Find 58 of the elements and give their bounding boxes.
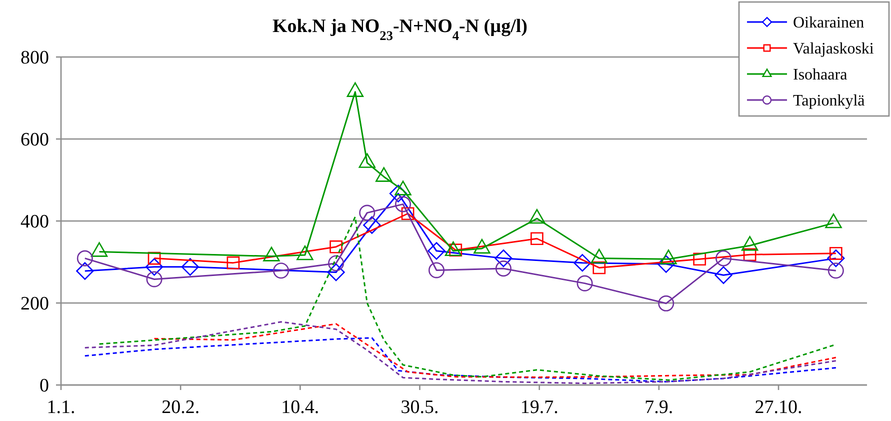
- point: [181, 258, 199, 276]
- y-tick-label: 800: [20, 48, 49, 69]
- point: [825, 214, 842, 228]
- point: [494, 249, 512, 268]
- legend-label: Isohaara: [793, 66, 848, 84]
- x-tick-label: 19.7.: [520, 397, 558, 418]
- point: [328, 255, 344, 272]
- point: [592, 261, 606, 274]
- line-series: [154, 323, 837, 378]
- point: [363, 216, 381, 234]
- point: [394, 180, 412, 196]
- point: [401, 207, 414, 220]
- point: [358, 153, 376, 168]
- legend-label: Tapionkylä: [793, 92, 865, 110]
- x-tick-label: 10.4.: [281, 397, 320, 418]
- point: [657, 255, 675, 273]
- point: [226, 256, 240, 270]
- point: [428, 262, 444, 278]
- legend-label: Valajaskoski: [793, 40, 874, 58]
- point: [330, 240, 342, 254]
- x-tick-label: 7.9.: [644, 397, 674, 418]
- x-tick-label: 1.1.: [46, 397, 76, 418]
- point: [389, 184, 408, 202]
- point: [714, 266, 732, 284]
- point: [146, 271, 162, 288]
- x-tick-label: 20.2.: [162, 397, 200, 418]
- x-tick-label: 30.5.: [400, 397, 439, 418]
- point: [148, 252, 161, 265]
- y-tick-label: 400: [20, 212, 49, 233]
- point: [495, 260, 512, 277]
- point: [327, 263, 345, 282]
- point: [574, 254, 592, 272]
- chart-title: Kok.N ja NO$_{23}$-N+NO$_{4}$-N (µg/l): [272, 16, 528, 42]
- point: [359, 204, 376, 221]
- y-tick-label: 600: [20, 130, 49, 151]
- y-tick-label: 0: [40, 376, 49, 397]
- line-series: [98, 216, 834, 381]
- line-series: [84, 321, 837, 384]
- point: [828, 262, 844, 279]
- point: [395, 196, 412, 212]
- legend-label: Oikarainen: [793, 14, 864, 32]
- point: [145, 258, 164, 276]
- point: [530, 232, 544, 246]
- point: [715, 250, 732, 266]
- point: [428, 242, 446, 260]
- point: [743, 248, 756, 262]
- x-tick-label: 27.10.: [754, 397, 802, 418]
- y-tick-label: 200: [20, 294, 49, 315]
- point: [693, 252, 706, 266]
- point: [658, 295, 674, 312]
- line-series: [84, 337, 837, 382]
- point: [346, 82, 364, 97]
- point: [827, 249, 845, 268]
- point: [576, 275, 593, 292]
- point: [76, 250, 93, 266]
- point: [376, 167, 392, 182]
- point: [273, 262, 290, 279]
- point: [76, 262, 94, 280]
